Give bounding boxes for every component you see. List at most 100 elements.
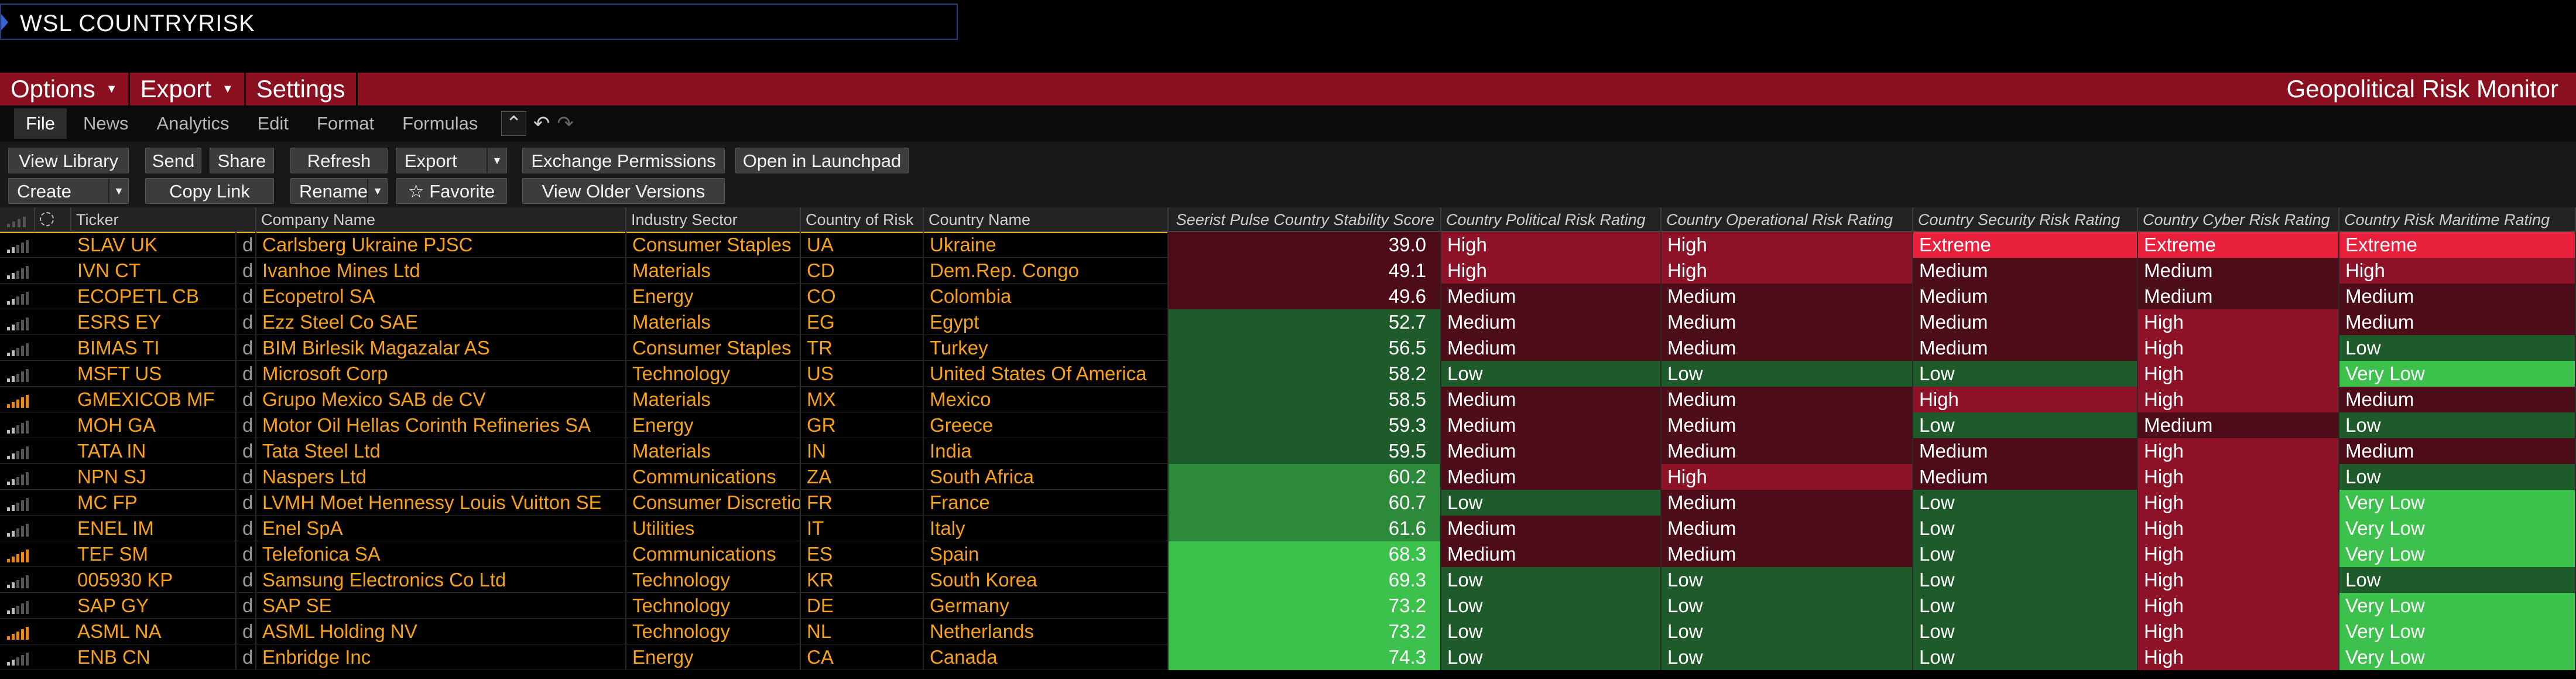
company-cell[interactable]: Ecopetrol SA [256, 284, 626, 309]
country-name-cell[interactable]: Italy [924, 516, 1169, 541]
column-header-security[interactable]: Country Security Risk Rating [1913, 207, 2138, 232]
detail-marker[interactable]: d [237, 438, 256, 464]
chevron-down-icon[interactable]: ▼ [108, 179, 128, 203]
cyber-rating-cell[interactable]: High [2138, 438, 2339, 464]
company-cell[interactable]: SAP SE [256, 593, 626, 619]
favorite-button[interactable]: ☆ Favorite [396, 178, 507, 204]
sector-cell[interactable]: Energy [626, 412, 801, 438]
table-row[interactable]: ENEL IM d Enel SpA Utilities IT Italy 61.6 Medi… [0, 516, 2576, 541]
political-rating-cell[interactable]: Low [1441, 644, 1662, 670]
political-rating-cell[interactable]: Low [1441, 567, 1662, 593]
table-row[interactable]: MOH GA d Motor Oil Hellas Corinth Refineri… [0, 412, 2576, 438]
sector-cell[interactable]: Consumer Staples [626, 335, 801, 361]
detail-marker[interactable]: d [237, 644, 256, 670]
view-library-button[interactable]: View Library [8, 148, 129, 173]
table-row[interactable]: BIMAS TI d BIM Birlesik Magazalar AS Consum… [0, 335, 2576, 361]
company-cell[interactable]: Enel SpA [256, 516, 626, 541]
score-cell[interactable]: 59.3 [1169, 412, 1441, 438]
country-code-cell[interactable]: IN [801, 438, 924, 464]
security-rating-cell[interactable]: Low [1913, 361, 2138, 387]
maritime-rating-cell[interactable]: Medium [2339, 438, 2576, 464]
political-rating-cell[interactable]: Medium [1441, 309, 1662, 335]
undo-icon[interactable]: ↶ [533, 112, 550, 135]
country-name-cell[interactable]: United States Of America [924, 361, 1169, 387]
detail-marker[interactable]: d [237, 567, 256, 593]
sector-cell[interactable]: Materials [626, 438, 801, 464]
table-row[interactable]: SAP GY d SAP SE Technology DE Germany 73.2 Low L… [0, 593, 2576, 619]
country-code-cell[interactable]: TR [801, 335, 924, 361]
maritime-rating-cell[interactable]: Low [2339, 335, 2576, 361]
column-header-country-name[interactable]: Country Name [924, 207, 1169, 232]
ticker-cell[interactable]: MOH GA [71, 412, 237, 438]
column-header-status[interactable] [35, 207, 71, 232]
country-name-cell[interactable]: Mexico [924, 387, 1169, 412]
security-rating-cell[interactable]: Medium [1913, 438, 2138, 464]
operational-rating-cell[interactable]: Low [1662, 619, 1913, 644]
rename-button[interactable]: Rename ▼ [290, 178, 388, 204]
country-name-cell[interactable]: Germany [924, 593, 1169, 619]
ticker-cell[interactable]: ENEL IM [71, 516, 237, 541]
maritime-rating-cell[interactable]: Very Low [2339, 361, 2576, 387]
cyber-rating-cell[interactable]: High [2138, 516, 2339, 541]
ticker-cell[interactable]: NPN SJ [71, 464, 237, 490]
sector-cell[interactable]: Technology [626, 593, 801, 619]
score-cell[interactable]: 73.2 [1169, 619, 1441, 644]
ticker-cell[interactable]: IVN CT [71, 258, 237, 284]
country-code-cell[interactable]: MX [801, 387, 924, 412]
ticker-cell[interactable]: TATA IN [71, 438, 237, 464]
sector-cell[interactable]: Materials [626, 387, 801, 412]
country-name-cell[interactable]: Netherlands [924, 619, 1169, 644]
maritime-rating-cell[interactable]: Medium [2339, 284, 2576, 309]
cyber-rating-cell[interactable]: Medium [2138, 284, 2339, 309]
cyber-rating-cell[interactable]: High [2138, 567, 2339, 593]
political-rating-cell[interactable]: High [1441, 232, 1662, 258]
country-name-cell[interactable]: Spain [924, 541, 1169, 567]
sector-cell[interactable]: Energy [626, 284, 801, 309]
company-cell[interactable]: LVMH Moet Hennessy Louis Vuitton SE [256, 490, 626, 516]
sector-cell[interactable]: Consumer Discretio [626, 490, 801, 516]
political-rating-cell[interactable]: Medium [1441, 464, 1662, 490]
operational-rating-cell[interactable]: High [1662, 258, 1913, 284]
column-header-cyber[interactable]: Country Cyber Risk Rating [2138, 207, 2339, 232]
sector-cell[interactable]: Utilities [626, 516, 801, 541]
table-row[interactable]: TATA IN d Tata Steel Ltd Materials IN India 59… [0, 438, 2576, 464]
company-cell[interactable]: Ivanhoe Mines Ltd [256, 258, 626, 284]
cyber-rating-cell[interactable]: High [2138, 619, 2339, 644]
company-cell[interactable]: Tata Steel Ltd [256, 438, 626, 464]
sector-cell[interactable]: Technology [626, 361, 801, 387]
country-code-cell[interactable]: US [801, 361, 924, 387]
company-cell[interactable]: Ezz Steel Co SAE [256, 309, 626, 335]
column-header-operational[interactable]: Country Operational Risk Rating [1662, 207, 1913, 232]
score-cell[interactable]: 39.0 [1169, 232, 1441, 258]
cyber-rating-cell[interactable]: High [2138, 309, 2339, 335]
maritime-rating-cell[interactable]: Low [2339, 567, 2576, 593]
operational-rating-cell[interactable]: Medium [1662, 412, 1913, 438]
chevron-down-icon[interactable]: ▼ [367, 179, 387, 203]
sector-cell[interactable]: Energy [626, 644, 801, 670]
maritime-rating-cell[interactable]: Low [2339, 412, 2576, 438]
political-rating-cell[interactable]: Medium [1441, 438, 1662, 464]
ticker-cell[interactable]: SAP GY [71, 593, 237, 619]
political-rating-cell[interactable]: Medium [1441, 516, 1662, 541]
political-rating-cell[interactable]: Low [1441, 361, 1662, 387]
company-cell[interactable]: Carlsberg Ukraine PJSC [256, 232, 626, 258]
table-row[interactable]: 005930 KP d Samsung Electronics Co Ltd Tech… [0, 567, 2576, 593]
menu-options[interactable]: Options ▼ [0, 73, 130, 105]
menu-export[interactable]: Export ▼ [130, 73, 246, 105]
table-row[interactable]: IVN CT d Ivanhoe Mines Ltd Materials CD Dem.R… [0, 258, 2576, 284]
country-name-cell[interactable]: South Africa [924, 464, 1169, 490]
table-row[interactable]: MSFT US d Microsoft Corp Technology US United… [0, 361, 2576, 387]
country-code-cell[interactable]: EG [801, 309, 924, 335]
security-rating-cell[interactable]: Medium [1913, 335, 2138, 361]
tab-news[interactable]: News [83, 113, 129, 134]
column-header-country-code[interactable]: Country of Risk [801, 207, 924, 232]
score-cell[interactable]: 74.3 [1169, 644, 1441, 670]
country-name-cell[interactable]: France [924, 490, 1169, 516]
country-name-cell[interactable]: Egypt [924, 309, 1169, 335]
country-code-cell[interactable]: UA [801, 232, 924, 258]
maritime-rating-cell[interactable]: Very Low [2339, 516, 2576, 541]
tab-file[interactable]: File [14, 108, 67, 139]
operational-rating-cell[interactable]: Medium [1662, 309, 1913, 335]
score-cell[interactable]: 68.3 [1169, 541, 1441, 567]
company-cell[interactable]: Telefonica SA [256, 541, 626, 567]
